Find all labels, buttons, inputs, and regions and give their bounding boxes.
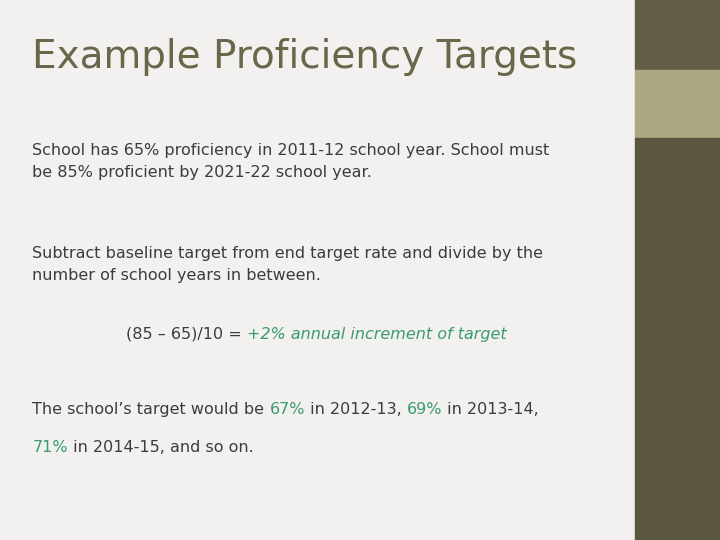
- Text: in 2012-13,: in 2012-13,: [305, 402, 407, 417]
- Text: Example Proficiency Targets: Example Proficiency Targets: [32, 38, 577, 76]
- Text: Subtract baseline target from end target rate and divide by the
number of school: Subtract baseline target from end target…: [32, 246, 544, 283]
- Bar: [635, 70, 720, 138]
- Bar: [635, 0, 720, 70]
- Text: in 2014-15, and so on.: in 2014-15, and so on.: [68, 440, 253, 455]
- Bar: [635, 138, 720, 540]
- Text: in 2013-14,: in 2013-14,: [442, 402, 539, 417]
- Text: School has 65% proficiency in 2011-12 school year. School must
be 85% proficient: School has 65% proficiency in 2011-12 sc…: [32, 143, 549, 180]
- Text: 71%: 71%: [32, 440, 68, 455]
- Text: +2% annual increment of target: +2% annual increment of target: [247, 327, 506, 342]
- Text: The school’s target would be: The school’s target would be: [32, 402, 269, 417]
- Text: 69%: 69%: [407, 402, 442, 417]
- Text: 67%: 67%: [269, 402, 305, 417]
- Text: (85 – 65)/10 =: (85 – 65)/10 =: [126, 327, 247, 342]
